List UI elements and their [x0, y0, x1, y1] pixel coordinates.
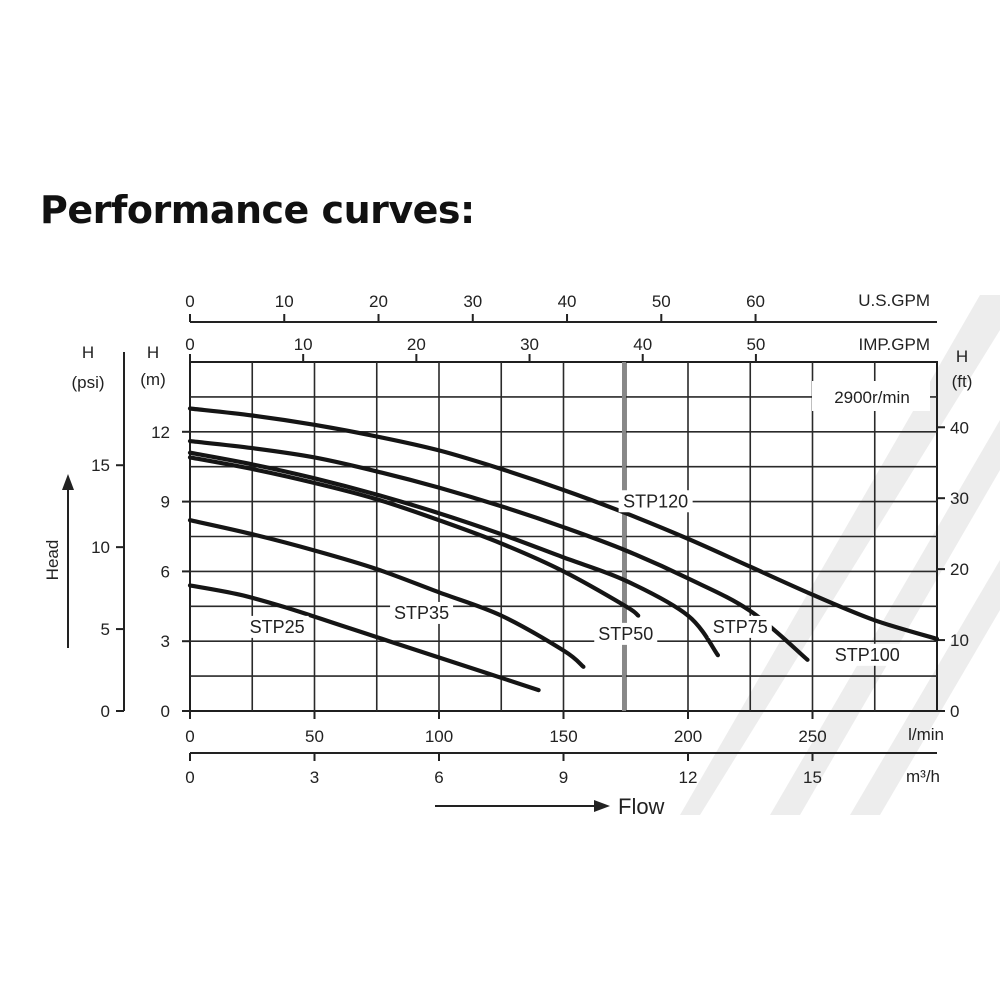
curve-label-bg	[830, 643, 905, 666]
impgpm-tick-label: 10	[294, 335, 313, 354]
m3h-tick-label: 3	[310, 768, 319, 787]
feet-tick-label: 40	[950, 418, 969, 437]
lmin-tick-label: 50	[305, 727, 324, 746]
pump-curve-labels: STP25 STP35 STP50 STP75 STP100 STP120	[245, 490, 905, 666]
m3h-tick-label: 6	[434, 768, 443, 787]
m3h-tick-label: 12	[679, 768, 698, 787]
lmin-tick-label: 200	[674, 727, 702, 746]
psi-ticks: 0 5 10 15	[91, 456, 124, 721]
lmin-axis-label: l/min	[908, 725, 944, 744]
psi-tick-label: 10	[91, 538, 110, 557]
impgpm-tick-label: 20	[407, 335, 426, 354]
curve-stp100	[187, 439, 810, 662]
m3h-tick-label: 15	[803, 768, 822, 787]
meter-tick-label: 9	[161, 493, 170, 512]
page-title: Performance curves:	[40, 188, 475, 232]
psi-tick-label: 15	[91, 456, 110, 475]
watermark-stripes	[680, 295, 1000, 815]
feet-axis-label-unit: (ft)	[952, 372, 973, 391]
m3h-axis-label: m³/h	[906, 767, 940, 786]
curve-label-stp100: STP100	[835, 645, 900, 665]
usgpm-tick-label: 20	[369, 292, 388, 311]
meter-tick-label: 0	[161, 702, 170, 721]
usgpm-ticks: 0 10 20 30 40 50 60	[185, 292, 765, 322]
meter-tick-label: 3	[161, 632, 170, 651]
usgpm-tick-label: 40	[558, 292, 577, 311]
psi-axis-label-unit: (psi)	[71, 373, 104, 392]
feet-tick-label: 10	[950, 631, 969, 650]
flow-axis-text: Flow	[618, 794, 665, 819]
curve-stp75	[187, 450, 720, 658]
lmin-tick-label: 250	[798, 727, 826, 746]
grid-lines	[190, 362, 937, 711]
usgpm-tick-label: 50	[652, 292, 671, 311]
plot-frame	[189, 361, 938, 712]
lmin-tick-label: 100	[425, 727, 453, 746]
speed-label-bg	[812, 381, 930, 411]
meter-axis-label-h: H	[147, 343, 159, 362]
usgpm-tick-label: 30	[463, 292, 482, 311]
psi-tick-label: 0	[101, 702, 110, 721]
usgpm-tick-label: 0	[185, 292, 194, 311]
lmin-ticks: 0 50 100 150 200 250	[185, 711, 827, 746]
flow-axis-title: Flow	[435, 794, 665, 819]
impgpm-tick-label: 40	[633, 335, 652, 354]
pump-curves	[187, 406, 940, 693]
curve-label-stp25: STP25	[250, 617, 305, 637]
m3h-tick-label: 0	[185, 768, 194, 787]
feet-tick-label: 30	[950, 489, 969, 508]
curve-stp120	[187, 406, 940, 641]
curve-label-stp50: STP50	[598, 624, 653, 644]
curve-stp50	[187, 455, 641, 618]
feet-tick-label: 0	[950, 702, 959, 721]
feet-tick-label: 20	[950, 560, 969, 579]
curve-stp25	[187, 583, 541, 693]
impgpm-tick-label: 0	[185, 335, 194, 354]
meter-tick-label: 6	[161, 562, 170, 581]
psi-tick-label: 5	[101, 620, 110, 639]
curve-label-bg	[708, 615, 772, 638]
curve-label-bg	[618, 490, 693, 513]
m3h-ticks: 0 3 6 9 12 15	[185, 753, 822, 787]
head-arrow-icon	[62, 474, 74, 490]
m3h-tick-label: 9	[559, 768, 568, 787]
lmin-tick-label: 150	[549, 727, 577, 746]
speed-label: 2900r/min	[834, 388, 910, 407]
impgpm-axis-label: IMP.GPM	[859, 335, 930, 354]
flow-arrow-icon	[594, 800, 610, 812]
curve-label-stp35: STP35	[394, 603, 449, 623]
usgpm-tick-label: 60	[746, 292, 765, 311]
curve-label-bg	[594, 622, 658, 645]
usgpm-tick-label: 10	[275, 292, 294, 311]
curve-label-stp120: STP120	[623, 491, 688, 511]
impgpm-ticks: 0 10 20 30 40 50	[185, 335, 765, 362]
curve-stp35	[187, 518, 586, 669]
head-axis-text: Head	[43, 540, 62, 581]
feet-axis-label-h: H	[956, 347, 968, 366]
head-axis-title: Head	[43, 474, 74, 648]
meter-ticks: 0 3 6 9 12	[151, 423, 190, 721]
psi-axis-label-h: H	[82, 343, 94, 362]
feet-ticks: 0 10 20 30 40	[937, 418, 969, 721]
curve-label-stp75: STP75	[713, 617, 768, 637]
meter-tick-label: 12	[151, 423, 170, 442]
curve-label-bg	[390, 601, 454, 624]
lmin-tick-label: 0	[185, 727, 194, 746]
impgpm-tick-label: 30	[520, 335, 539, 354]
curve-label-bg	[245, 615, 309, 638]
impgpm-tick-label: 50	[746, 335, 765, 354]
meter-axis-label-unit: (m)	[140, 370, 165, 389]
usgpm-axis-label: U.S.GPM	[858, 291, 930, 310]
